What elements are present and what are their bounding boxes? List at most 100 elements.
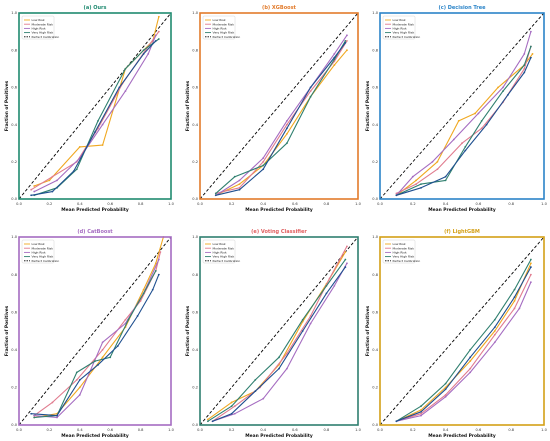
series-line-high-risk (215, 34, 348, 196)
x-tick-label: 1.0 (355, 428, 361, 432)
panel-frame (379, 236, 545, 426)
series-line-high-risk (212, 263, 348, 422)
data-point (262, 168, 265, 171)
legend-entry: Low Risk (393, 18, 406, 22)
legend-entry: High Risk (32, 251, 46, 255)
data-point (333, 284, 336, 287)
data-point (136, 315, 139, 317)
legend-entry: Low Risk (213, 242, 226, 246)
x-axis-label: Mean Predicted Probability (428, 207, 496, 213)
x-axis-label: Mean Predicted Probability (61, 433, 129, 439)
series-line-moderate-risk (396, 46, 532, 194)
data-point (94, 360, 96, 362)
series-line-very-high-risk (31, 40, 157, 196)
legend-entry: Moderate Risk (393, 22, 415, 26)
x-axis-label: Mean Predicted Probability (428, 433, 496, 439)
y-tick-label: 1.0 (192, 11, 198, 15)
x-tick-label: 0.4 (260, 202, 266, 206)
legend-entry: Perfect Calibration (32, 259, 60, 263)
data-point (436, 160, 439, 163)
y-tick-label: 1.0 (372, 11, 378, 15)
data-point (395, 194, 398, 197)
data-point (518, 307, 521, 310)
data-point (154, 262, 157, 265)
data-point (118, 86, 121, 89)
data-point (139, 300, 142, 302)
y-tick-label: 0.8 (372, 48, 378, 52)
data-point (78, 386, 81, 389)
x-tick-label: 0.8 (324, 202, 330, 206)
y-tick-label: 0.0 (11, 423, 17, 427)
legend-entry: Very High Risk (213, 31, 235, 35)
series-line-moderate-risk (212, 246, 348, 422)
legend-entry: Perfect Calibration (213, 35, 241, 39)
data-point (469, 371, 472, 374)
data-point (309, 322, 312, 325)
x-tick-label: 1.0 (355, 202, 361, 206)
data-point (116, 345, 119, 347)
data-point (157, 38, 160, 40)
data-point (33, 185, 36, 187)
series-line-very-high-risk (396, 46, 532, 196)
data-point (344, 40, 347, 42)
data-point (513, 307, 516, 310)
panel-frame (199, 12, 359, 200)
legend-box (202, 239, 236, 264)
y-tick-label: 0.6 (372, 310, 378, 314)
y-tick-label: 0.6 (11, 86, 17, 90)
data-point (233, 405, 236, 408)
data-point (56, 414, 58, 417)
data-point (157, 273, 160, 276)
data-point (493, 333, 496, 336)
y-tick-label: 1.0 (11, 11, 17, 15)
calibration-panel-2: (b) XGBoost 0.00.0 0.2 0.2 0.4 0.4 0.6 0.6 0.8 0.… (185, 5, 362, 213)
data-point (529, 30, 532, 33)
data-point (75, 371, 78, 374)
data-point (523, 53, 526, 55)
x-tick-label: 0.2 (229, 428, 235, 432)
x-tick-label: 0.0 (197, 428, 203, 432)
data-point (207, 418, 209, 421)
x-tick-label: 0.2 (229, 202, 235, 206)
y-tick-label: 0.2 (372, 160, 378, 164)
calibration-panel-6: (f) LightGBM 0.00.0 0.2 0.2 0.4 0.4 0.6 0.6 0.8 0… (365, 229, 548, 439)
legend-box (21, 15, 55, 40)
data-point (142, 53, 145, 55)
data-point (278, 367, 280, 370)
x-tick-label: 0.8 (138, 202, 144, 206)
data-point (33, 414, 36, 417)
data-point (344, 258, 347, 261)
x-tick-label: 0.6 (476, 428, 482, 432)
series-line-very-high-risk (396, 266, 532, 422)
data-point (325, 292, 328, 295)
data-point (30, 188, 33, 191)
x-axis-label: Mean Predicted Probability (245, 207, 313, 213)
x-tick-label: 0.4 (443, 202, 449, 206)
data-point (309, 86, 312, 89)
data-point (101, 341, 104, 344)
data-point (230, 412, 233, 415)
x-tick-label: 0.8 (138, 428, 144, 432)
legend-entry: Low Risk (213, 18, 226, 22)
data-point (333, 64, 336, 66)
y-axis-label: Fraction of Positives (4, 305, 10, 356)
data-point (523, 67, 526, 70)
data-point (238, 179, 241, 182)
data-point (452, 138, 455, 141)
y-tick-label: 0.4 (372, 123, 378, 127)
series-line-low-risk (207, 251, 346, 420)
data-point (333, 56, 336, 59)
series-line-high-risk (395, 31, 532, 196)
series-line-low-risk (215, 49, 348, 196)
data-point (151, 288, 154, 291)
data-point (33, 416, 36, 419)
perfect-calibration-line (379, 236, 545, 426)
data-point (344, 41, 347, 44)
y-axis-label: Fraction of Positives (365, 305, 371, 356)
series-line-high-risk (33, 35, 157, 193)
data-point (420, 412, 422, 415)
perfect-calibration-line (18, 236, 172, 426)
series-line-moderate-risk (30, 31, 160, 191)
